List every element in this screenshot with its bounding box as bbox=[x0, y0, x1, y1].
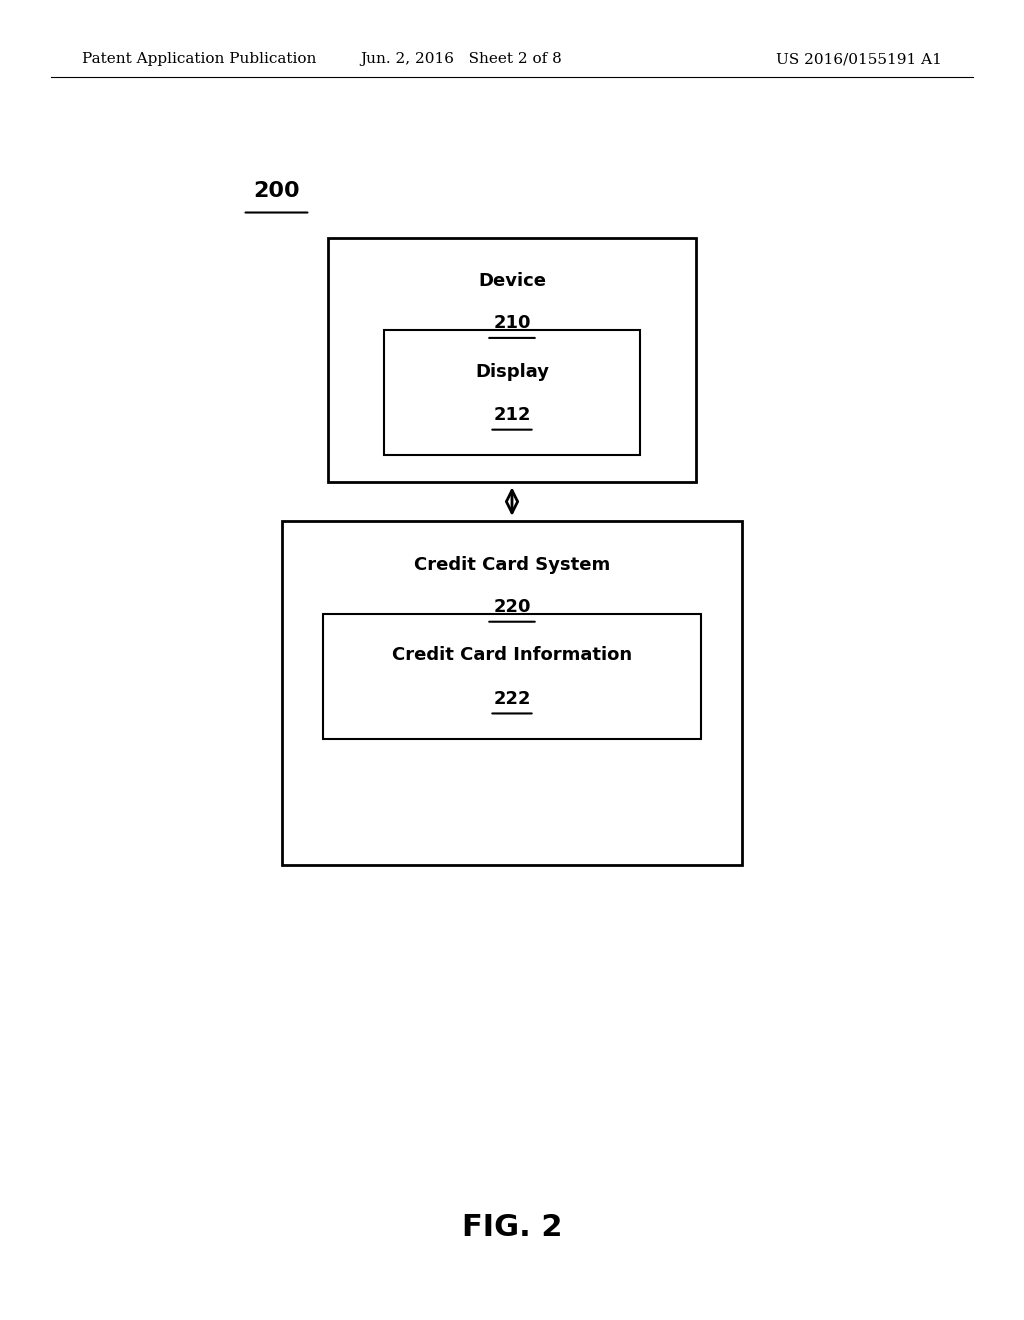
Text: 210: 210 bbox=[494, 314, 530, 333]
Text: Credit Card Information: Credit Card Information bbox=[392, 647, 632, 664]
Text: Display: Display bbox=[475, 363, 549, 380]
FancyBboxPatch shape bbox=[328, 238, 696, 482]
Text: Credit Card System: Credit Card System bbox=[414, 556, 610, 574]
Text: Jun. 2, 2016   Sheet 2 of 8: Jun. 2, 2016 Sheet 2 of 8 bbox=[359, 53, 562, 66]
Text: US 2016/0155191 A1: US 2016/0155191 A1 bbox=[776, 53, 942, 66]
FancyBboxPatch shape bbox=[323, 614, 701, 739]
Text: 212: 212 bbox=[494, 407, 530, 424]
Text: 222: 222 bbox=[494, 690, 530, 708]
Text: 220: 220 bbox=[494, 598, 530, 616]
Text: 200: 200 bbox=[253, 181, 300, 202]
FancyBboxPatch shape bbox=[282, 521, 742, 865]
Text: FIG. 2: FIG. 2 bbox=[462, 1213, 562, 1242]
Text: Patent Application Publication: Patent Application Publication bbox=[82, 53, 316, 66]
Text: Device: Device bbox=[478, 272, 546, 290]
FancyBboxPatch shape bbox=[384, 330, 640, 455]
